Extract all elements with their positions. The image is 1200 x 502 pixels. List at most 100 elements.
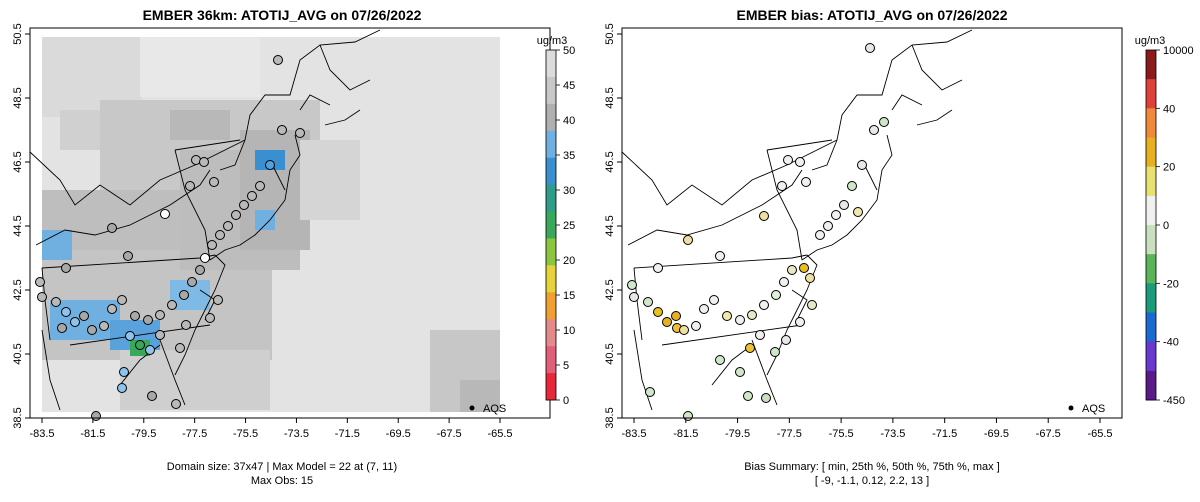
x-tick-label: -73.5 — [880, 428, 905, 440]
obs-point — [61, 307, 71, 317]
aqs-legend-dot — [1068, 405, 1074, 411]
right-colorbar: ug/m3 10000 40 20 0 -20 -40 -450 — [1135, 35, 1194, 407]
obs-point — [709, 295, 719, 305]
x-tick-label: -75.5 — [829, 428, 854, 440]
colorbar-band — [1146, 370, 1156, 401]
obs-point — [119, 367, 129, 377]
left-footer-line1: Domain size: 37x47 | Max Model = 22 at (… — [167, 461, 397, 473]
obs-point — [653, 263, 663, 273]
left-map-legend: AQS — [469, 403, 506, 415]
obs-point — [755, 330, 765, 340]
y-tick-label: 48.5 — [604, 87, 616, 108]
right-colorbar-unit: ug/m3 — [1135, 35, 1166, 47]
right-colorbar-ticks: 10000 40 20 0 -20 -40 -450 — [1156, 45, 1194, 407]
obs-point — [175, 343, 185, 353]
obs-point — [781, 335, 791, 345]
obs-point — [35, 277, 45, 287]
colorbar-band — [1146, 50, 1156, 80]
obs-point — [801, 177, 811, 187]
colorbar-band — [546, 211, 556, 239]
obs-point — [147, 391, 157, 401]
colorbar-tick-label: 10000 — [1163, 45, 1194, 57]
colorbar-tick-label: 40 — [563, 115, 575, 127]
obs-point — [247, 191, 257, 201]
colorbar-tick-label: 0 — [563, 395, 569, 407]
colorbar-tick-label: 20 — [1163, 162, 1175, 174]
obs-point — [145, 345, 155, 355]
x-tick-label: -71.5 — [335, 428, 360, 440]
right-footer-line2: [ -9, -1.1, 0.12, 2.2, 13 ] — [815, 475, 929, 487]
obs-point — [783, 155, 793, 165]
colorbar-tick-label: -450 — [1163, 395, 1185, 407]
colorbar-tick-label: 10 — [563, 325, 575, 337]
colorbar-band — [1146, 254, 1156, 284]
obs-point — [839, 200, 849, 210]
colorbar-tick-label: 20 — [563, 255, 575, 267]
right-plot-frame — [621, 27, 1123, 419]
x-tick-label: -83.5 — [29, 428, 54, 440]
obs-point — [155, 330, 165, 340]
y-tick-label: 38.5 — [12, 407, 24, 428]
obs-point — [209, 177, 219, 187]
colorbar-band — [546, 292, 556, 320]
obs-point — [823, 221, 833, 231]
colorbar-band — [546, 103, 556, 132]
colorbar-band — [1146, 225, 1156, 255]
x-tick-label: -79.5 — [131, 428, 156, 440]
obs-point — [671, 311, 681, 321]
obs-point — [171, 399, 181, 409]
right-y-axis: 38.5 40.5 42.5 44.5 46.5 48.5 50.5 — [604, 23, 622, 429]
left-map-plot: AQS — [29, 27, 551, 421]
obs-point — [223, 221, 233, 231]
y-tick-label: 46.5 — [12, 151, 24, 172]
colorbar-tick-label: 25 — [563, 220, 575, 232]
colorbar-band — [1146, 79, 1156, 109]
obs-point — [195, 265, 205, 275]
right-map-legend: AQS — [1068, 403, 1105, 415]
colorbar-tick-label: 40 — [1163, 103, 1175, 115]
obs-point — [715, 355, 725, 365]
obs-point — [747, 310, 757, 320]
obs-point — [295, 128, 305, 138]
right-colorbar-bands — [1146, 50, 1156, 401]
x-tick-label: -77.5 — [777, 428, 802, 440]
x-tick-label: -81.5 — [80, 428, 105, 440]
obs-point — [679, 325, 689, 335]
colorbar-band — [1146, 312, 1156, 343]
obs-point — [117, 295, 127, 305]
colorbar-tick-label: 30 — [563, 185, 575, 197]
right-map-plot: AQS — [621, 27, 1123, 421]
colorbar-band — [546, 346, 556, 374]
x-tick-label: -69.5 — [386, 428, 411, 440]
obs-point — [200, 253, 210, 263]
x-tick-label: -65.5 — [1087, 428, 1112, 440]
y-tick-label: 42.5 — [604, 279, 616, 300]
y-tick-label: 44.5 — [604, 215, 616, 236]
colorbar-tick-label: 0 — [1163, 220, 1169, 232]
left-title: EMBER 36km: ATOTIJ_AVG on 07/26/2022 — [143, 7, 422, 23]
obs-point — [51, 297, 61, 307]
obs-point — [107, 223, 117, 233]
obs-point — [869, 125, 879, 135]
colorbar-band — [1146, 137, 1156, 168]
x-tick-label: -71.5 — [932, 428, 957, 440]
obs-point — [231, 210, 241, 220]
right-boundaries — [621, 29, 973, 411]
obs-point — [815, 230, 825, 240]
colorbar-band — [1146, 341, 1156, 372]
y-tick-label: 50.5 — [604, 23, 616, 44]
obs-point — [795, 157, 805, 167]
y-tick-label: 46.5 — [604, 151, 616, 172]
obs-point — [735, 367, 745, 377]
colorbar-band — [1146, 283, 1156, 313]
obs-point — [787, 265, 797, 275]
obs-point — [117, 383, 127, 393]
obs-point — [179, 290, 189, 300]
obs-point — [879, 117, 889, 127]
colorbar-tick-label: 15 — [563, 290, 575, 302]
x-tick-label: -75.5 — [233, 428, 258, 440]
obs-point — [273, 55, 283, 65]
right-map-background — [622, 28, 1122, 418]
x-tick-label: -65.5 — [487, 428, 512, 440]
left-y-axis: 38.5 40.5 42.5 44.5 46.5 48.5 50.5 — [12, 23, 30, 429]
